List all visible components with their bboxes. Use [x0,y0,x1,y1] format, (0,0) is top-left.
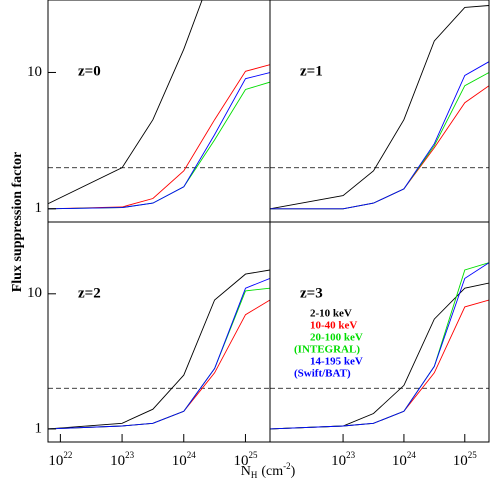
series-line [48,81,270,210]
x-tick-label: 1023 [331,450,356,469]
panel [270,262,489,430]
x-tick-base: 10 [172,453,187,469]
legend-entry: 2-10 keV [310,308,352,320]
x-tick-exp: 25 [248,450,257,460]
y-tick-label: 10 [27,285,42,301]
y-tick-label: 1 [35,200,43,216]
x-tick-exp: 22 [63,450,72,460]
legend-entry: 10-40 keV [310,320,357,332]
x-tick-base: 10 [453,453,468,469]
panel [48,269,270,430]
x-tick-label: 1025 [453,450,478,469]
panel-label: z=0 [78,63,101,79]
x-tick-base: 10 [233,453,248,469]
x-label-base: N [241,464,251,479]
series-line [270,85,489,210]
x-tick-exp: 25 [468,450,478,460]
series-line [270,72,489,210]
x-axis-label: NH (cm-2) [241,461,296,480]
y-tick-label: 1 [35,420,43,436]
x-tick-exp: 24 [407,450,417,460]
series-line [48,269,270,430]
x-tick-label: 1023 [110,450,135,469]
x-tick-label: 1024 [392,450,417,469]
panel-frame [269,0,490,223]
series-line [48,299,270,430]
x-tick-exp: 23 [346,450,356,460]
x-tick-label: 1022 [48,450,72,469]
panel [48,0,270,210]
panel-label: z=1 [300,63,323,79]
series-line [270,5,489,210]
panel [270,5,489,210]
x-label-sub: H [251,470,258,480]
series-line [48,64,270,210]
series-line [48,277,270,430]
x-tick-exp: 24 [187,450,197,460]
series-line [270,282,489,430]
legend-entry: 20-100 keV [310,332,363,344]
x-tick-base: 10 [48,453,63,469]
series-line [270,262,489,430]
legend-sublabel: (Swift/BAT) [294,368,351,380]
legend-entry: 14-195 keV [310,356,363,368]
x-tick-exp: 23 [125,450,135,460]
y-axis-label: Flux suppression factor [10,152,25,293]
series-line [48,0,203,205]
panel-label: z=3 [300,285,323,301]
series-line [270,61,489,210]
x-label-sup: -2 [283,461,291,471]
x-tick-label: 1025 [233,450,257,469]
series-line [48,72,270,210]
x-label-close: ) [291,464,296,479]
panel-frame [47,0,271,223]
panel-frame [269,221,490,443]
x-tick-base: 10 [331,453,346,469]
x-label-unit: (cm [261,464,283,479]
x-tick-label: 1024 [172,450,197,469]
x-tick-base: 10 [110,453,125,469]
series-line [48,287,270,430]
x-tick-base: 10 [392,453,407,469]
series-line [270,299,489,430]
panel-label: z=2 [78,285,101,301]
y-tick-label: 10 [27,64,42,80]
legend-sublabel: (INTEGRAL) [294,344,360,356]
